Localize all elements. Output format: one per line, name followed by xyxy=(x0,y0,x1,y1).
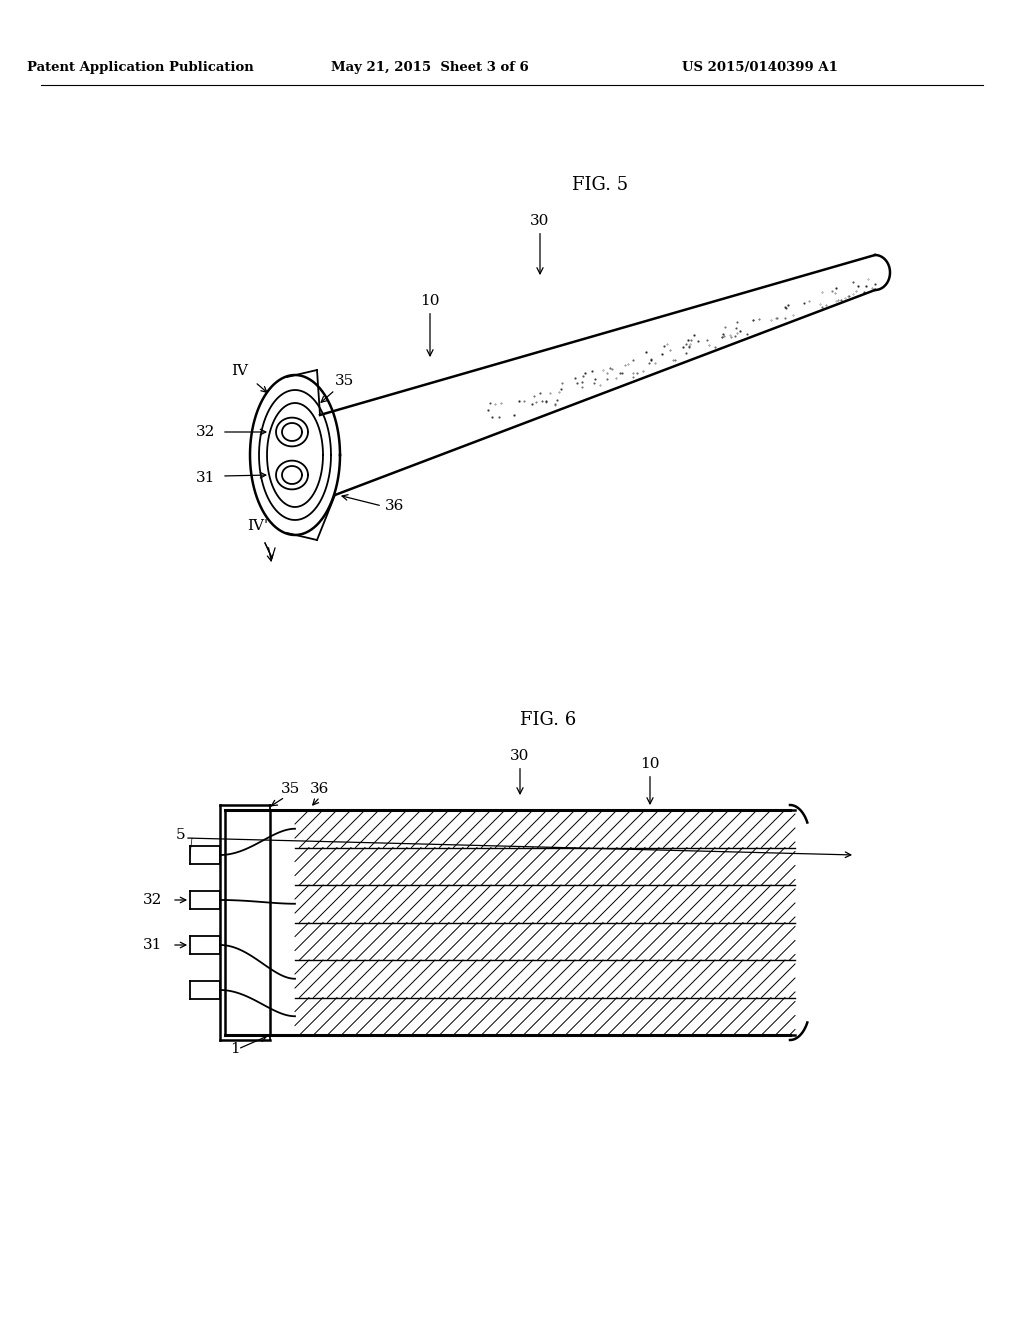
Text: 35: 35 xyxy=(281,781,300,796)
Text: 36: 36 xyxy=(310,781,330,796)
Text: 35: 35 xyxy=(336,374,354,388)
Text: 30: 30 xyxy=(510,748,529,793)
Text: 32: 32 xyxy=(196,425,215,440)
Text: 32: 32 xyxy=(142,894,162,907)
Text: FIG. 6: FIG. 6 xyxy=(520,711,577,729)
Text: 36: 36 xyxy=(385,499,404,513)
Text: 30: 30 xyxy=(530,214,550,273)
Text: May 21, 2015  Sheet 3 of 6: May 21, 2015 Sheet 3 of 6 xyxy=(331,62,528,74)
Text: 31: 31 xyxy=(142,939,162,952)
Text: Patent Application Publication: Patent Application Publication xyxy=(27,62,253,74)
Polygon shape xyxy=(295,810,798,1035)
Text: IV: IV xyxy=(231,364,249,378)
Text: US 2015/0140399 A1: US 2015/0140399 A1 xyxy=(682,62,838,74)
Text: 10: 10 xyxy=(640,756,659,804)
Text: FIG. 5: FIG. 5 xyxy=(572,176,628,194)
Text: 5: 5 xyxy=(175,828,185,842)
Text: IV': IV' xyxy=(248,519,268,533)
Text: 10: 10 xyxy=(420,294,439,356)
Text: 1: 1 xyxy=(230,1041,240,1056)
Text: 31: 31 xyxy=(196,471,215,484)
